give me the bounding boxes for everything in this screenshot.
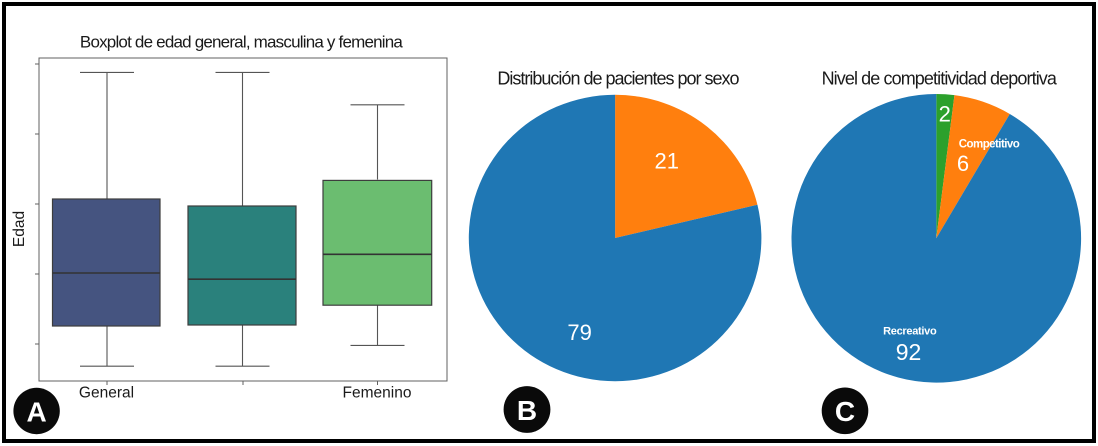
svg-text:21: 21 [655, 149, 679, 174]
svg-text:Femenino: Femenino [343, 384, 412, 401]
svg-text:Edad: Edad [11, 211, 28, 247]
svg-text:Nivel de competitividad deport: Nivel de competitividad deportiva [822, 68, 1058, 88]
svg-text:6: 6 [957, 151, 969, 176]
svg-text:92: 92 [896, 339, 922, 365]
svg-text:B: B [517, 395, 537, 426]
svg-text:2: 2 [939, 102, 951, 127]
svg-text:79: 79 [567, 320, 591, 345]
svg-text:C: C [835, 396, 855, 427]
svg-text:Competitivo: Competitivo [959, 139, 1020, 151]
svg-text:Distribución de pacientes por: Distribución de pacientes por sexo [497, 68, 739, 88]
svg-text:A: A [26, 396, 46, 427]
svg-text:General: General [79, 384, 134, 401]
svg-text:Boxplot de edad general, mascu: Boxplot de edad general, masculina y fem… [80, 33, 404, 52]
svg-text:Recreativo: Recreativo [883, 326, 937, 338]
